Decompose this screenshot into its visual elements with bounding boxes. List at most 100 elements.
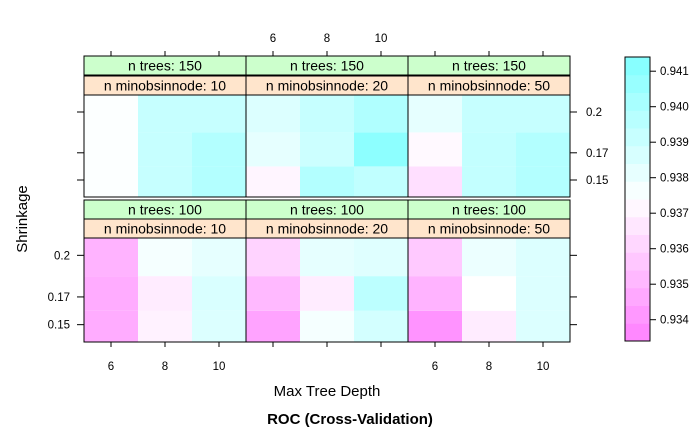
colorbar-step <box>625 216 650 235</box>
heatmap-cell <box>300 91 354 133</box>
heatmap-cell <box>354 276 408 311</box>
colorbar-tick-label: 0.938 <box>660 173 689 185</box>
heatmap-cell <box>84 276 138 311</box>
strip-n-trees-label: n trees: 150 <box>452 58 526 74</box>
heatmap-cell <box>516 91 570 133</box>
y-axis-label: Shrinkage <box>14 185 31 253</box>
heatmap-cell <box>300 166 354 197</box>
colorbar-step <box>625 199 650 218</box>
chart-title: ROC (Cross-Validation) <box>267 411 433 428</box>
heatmap-cell <box>246 166 300 197</box>
heatmap-cell <box>354 132 408 167</box>
heatmap-cell <box>408 310 462 342</box>
heatmap-cell <box>84 310 138 342</box>
heatmap-cell <box>300 234 354 277</box>
heatmap-cell <box>516 310 570 342</box>
heatmap-cell <box>84 234 138 277</box>
heatmap-cell <box>516 234 570 277</box>
heatmap-cell <box>408 276 462 311</box>
panels-layer: n trees: 150 n minobsinnode: 10 n trees: 1… <box>48 33 609 373</box>
y-tick-label: 0.17 <box>48 292 70 304</box>
heatmap-cell <box>192 234 246 277</box>
heatmap-cell <box>138 234 192 277</box>
heatmap-cell <box>246 132 300 167</box>
heatmap-cell <box>300 310 354 342</box>
colorbar-step <box>625 110 650 129</box>
heatmap-cell <box>354 91 408 133</box>
heatmap-cell <box>354 234 408 277</box>
x-tick-label: 10 <box>375 33 388 45</box>
heatmap-cell <box>192 166 246 197</box>
x-tick-label: 8 <box>162 361 168 373</box>
heatmap-cell <box>462 132 516 167</box>
heatmap-cell <box>408 234 462 277</box>
heatmap-cell <box>462 234 516 277</box>
colorbar-step <box>625 305 650 324</box>
colorbar-tick-label: 0.937 <box>660 208 689 220</box>
colorbar-step <box>625 270 650 289</box>
strip-n-minobsinnode-label: n minobsinnode: 50 <box>428 78 550 94</box>
x-tick-label: 8 <box>486 361 492 373</box>
colorbar-tick-label: 0.934 <box>660 315 689 327</box>
heatmap-cell <box>246 310 300 342</box>
heatmap-cell <box>192 132 246 167</box>
heatmap-cell <box>516 132 570 167</box>
heatmap-cell <box>300 132 354 167</box>
strip-n-trees-label: n trees: 150 <box>290 58 364 74</box>
colorbar-tick-label: 0.939 <box>660 137 689 149</box>
strip-n-minobsinnode-label: n minobsinnode: 50 <box>428 221 550 237</box>
heatmap-cell <box>246 234 300 277</box>
x-tick-label: 6 <box>108 361 114 373</box>
colorbar-step <box>625 181 650 200</box>
heatmap-cell <box>138 91 192 133</box>
strip-n-minobsinnode-label: n minobsinnode: 20 <box>266 78 388 94</box>
heatmap-cell <box>138 310 192 342</box>
heatmap-cell <box>138 276 192 311</box>
colorbar-step <box>625 287 650 306</box>
colorbar-step <box>625 234 650 253</box>
strip-n-minobsinnode-label: n minobsinnode: 10 <box>104 78 226 94</box>
colorbar-step <box>625 145 650 164</box>
x-tick-label: 10 <box>537 361 550 373</box>
x-tick-label: 6 <box>270 33 276 45</box>
heatmap-cell <box>246 276 300 311</box>
heatmap-cell <box>192 91 246 133</box>
panel-frame <box>407 94 571 198</box>
colorbar-tick-label: 0.935 <box>660 279 689 291</box>
colorbar-step <box>625 163 650 182</box>
x-axis-label: Max Tree Depth <box>274 383 381 400</box>
heatmap-cell <box>516 276 570 311</box>
x-tick-label: 8 <box>324 33 330 45</box>
heatmap-cell <box>354 310 408 342</box>
colorbar-tick-label: 0.941 <box>660 66 689 78</box>
heatmap-cell <box>408 91 462 133</box>
colorbar-layer: 0.934 0.935 0.936 0.937 0.938 0.939 0.940 0.941 <box>624 56 689 342</box>
colorbar-tick-label: 0.940 <box>660 102 689 114</box>
heatmap-cell <box>408 132 462 167</box>
colorbar-step <box>625 128 650 147</box>
heatmap-cell <box>246 91 300 133</box>
heatmap-cell <box>84 91 138 133</box>
strip-n-trees-label: n trees: 100 <box>290 202 364 218</box>
strip-n-minobsinnode-label: n minobsinnode: 10 <box>104 221 226 237</box>
heatmap-cell <box>300 276 354 311</box>
strip-n-trees-label: n trees: 100 <box>452 202 526 218</box>
strip-n-minobsinnode-label: n minobsinnode: 20 <box>266 221 388 237</box>
strip-n-trees-label: n trees: 150 <box>128 58 202 74</box>
heatmap-cell <box>138 166 192 197</box>
colorbar-step <box>625 92 650 111</box>
heatmap-cell <box>462 166 516 197</box>
heatmap-cell <box>84 132 138 167</box>
x-tick-label: 6 <box>432 361 438 373</box>
y-tick-label: 0.2 <box>54 250 70 262</box>
colorbar-step <box>625 57 650 76</box>
heatmap-cell <box>192 276 246 311</box>
heatmap-cell <box>138 132 192 167</box>
heatmap-cell <box>462 310 516 342</box>
x-tick-label: 10 <box>213 361 226 373</box>
y-tick-label: 0.2 <box>586 107 602 119</box>
heatmap-cell <box>192 310 246 342</box>
strip-n-trees-label: n trees: 100 <box>128 202 202 218</box>
